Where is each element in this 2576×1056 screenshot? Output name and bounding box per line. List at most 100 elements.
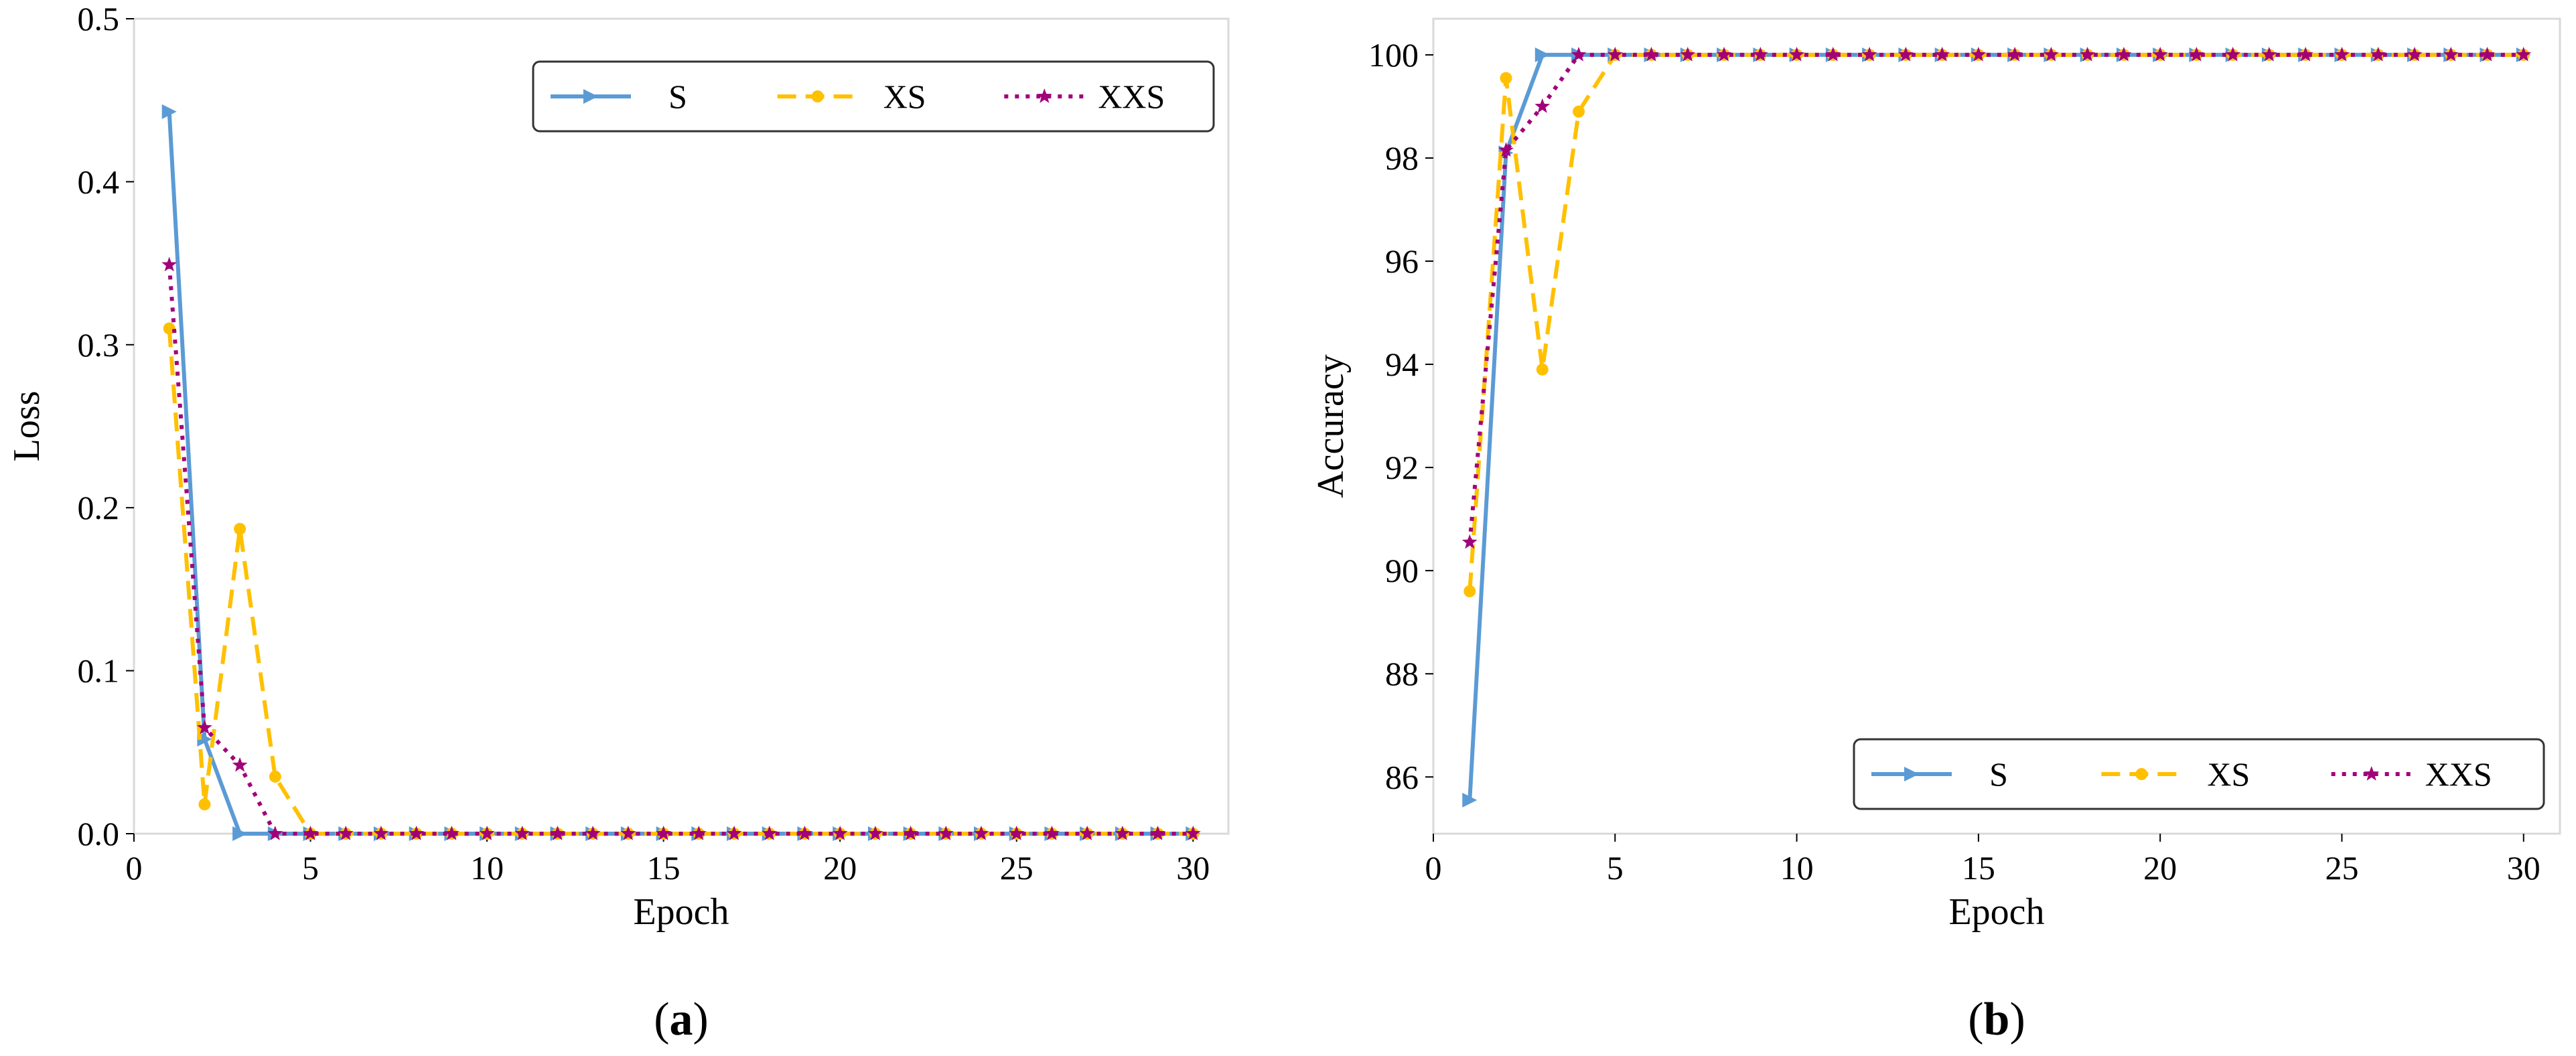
data-point-xxs [2261,46,2277,62]
data-point-xxs [1644,46,1659,62]
x-tick-label: 25 [2325,849,2358,887]
panel-label: (a) [654,994,709,1045]
data-point-xxs [267,826,283,840]
legend-box [532,60,1215,133]
data-point-xxs [338,826,354,840]
legend-marker [1904,767,1919,781]
legend-item-s: S [551,78,687,115]
data-point-xxs [691,826,707,840]
series-line-s [1468,52,2524,801]
series-line-xs [167,328,1194,836]
data-point-xxs [2516,46,2532,62]
x-tick-label: 20 [823,849,857,887]
series-xxs [1461,46,2532,549]
y-tick-label: 96 [1385,242,1419,280]
data-point-xxs [867,826,883,840]
data-point-xs [163,322,175,335]
panel-label: (b) [1968,994,2025,1045]
legend-item-s: S [1871,755,2008,793]
data-point-xxs [550,826,565,840]
data-point-xxs [479,826,495,840]
y-tick-label: 0.0 [78,815,120,852]
x-tick-label: 15 [1962,849,1995,887]
legend-item-xs: XS [2101,755,2250,793]
y-tick-label: 88 [1385,655,1419,692]
y-tick-label: 94 [1385,346,1419,383]
data-point-xxs [2370,46,2386,62]
data-point-xxs [1571,46,1587,62]
series-xs [163,322,1200,840]
data-point-xxs [1461,534,1478,549]
data-point-xxs [161,256,177,272]
data-point-xxs [726,826,742,840]
data-point-xxs [1752,46,1768,62]
legend-item-xs: XS [777,78,926,115]
data-point-xxs [2480,46,2495,62]
data-point-xxs [409,826,425,840]
data-point-xxs [620,826,636,840]
data-point-xxs [2225,46,2241,62]
series-line-xxs [1468,52,2524,543]
legend-marker [2135,768,2148,780]
data-point-xxs [973,826,989,840]
data-point-xxs [1898,46,1914,62]
data-point-xxs [2116,46,2132,62]
y-axis-title: Accuracy [1310,354,1352,498]
data-point-xxs [1680,46,1696,62]
series-line-xxs [167,265,1194,836]
data-point-xxs [1150,826,1165,840]
data-point-xxs [373,826,389,840]
data-point-s [232,826,248,841]
series-line-s [167,111,1194,836]
plot-area-frame [1432,17,2561,835]
x-axis-title: Epoch [1948,891,2044,933]
data-point-xxs [232,757,248,772]
data-point-xs [1536,363,1549,376]
chart-panel-a: 0 5 10 15 20 25 30 0.0 0.1 0.2 0.3 0.4 0.5 Epoch Loss S… [6,0,1230,1045]
data-point-xxs [2334,46,2350,62]
legend-label: XS [883,78,926,115]
y-tick-label: 0.2 [78,489,120,526]
legend: S XS XXS [1853,738,2545,810]
legend-marker [2364,766,2380,781]
legend-box [1853,738,2545,810]
data-point-xs [234,522,246,535]
legend-label: S [1989,755,2008,793]
legend: S XS XXS [532,60,1215,133]
x-tick-label: 0 [1425,849,1442,887]
series-s [161,104,1201,841]
legend-label: XS [2207,755,2250,793]
x-tick-label: 20 [2143,849,2177,887]
y-tick-label: 90 [1385,552,1419,589]
data-point-xxs [1716,46,1732,62]
data-point-xxs [1185,826,1201,840]
data-point-xxs [444,826,459,840]
y-tick-label: 100 [1368,36,1419,74]
y-tick-label: 0.1 [78,652,120,690]
data-point-xxs [938,826,954,840]
legend-marker [1036,88,1052,103]
data-point-s [161,104,177,119]
data-point-xxs [303,826,318,840]
x-tick-label: 30 [1176,849,1210,887]
y-tick-label: 98 [1385,139,1419,177]
data-point-xxs [1607,46,1623,62]
plot-area-frame [133,17,1230,835]
data-point-xxs [1861,46,1877,62]
legend-label: XXS [2425,755,2492,793]
data-point-xs [1500,72,1512,84]
series-xs [1463,48,2530,597]
legend-marker [811,90,824,102]
x-axis-title: Epoch [633,891,729,933]
data-point-xxs [1009,826,1025,840]
data-point-xxs [762,826,778,840]
legend-item-xxs: XXS [1004,78,1165,115]
data-point-xxs [197,719,212,735]
data-point-xs [198,798,211,811]
data-point-xxs [1534,98,1551,113]
data-point-xxs [1044,826,1060,840]
series-xxs [161,256,1201,840]
series-s [1462,47,2531,808]
x-tick-label: 0 [126,849,143,887]
